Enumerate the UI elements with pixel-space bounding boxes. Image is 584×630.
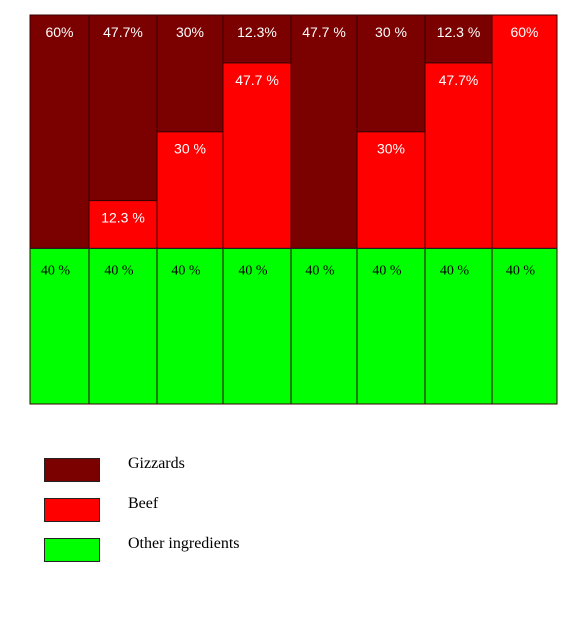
- legend-label-gizzards: Gizzards: [128, 455, 185, 472]
- data-label-other-ingredients-7: 40 %: [440, 263, 470, 278]
- data-label-other-ingredients-4: 40 %: [238, 263, 268, 278]
- data-label-gizzards-6: 30 %: [375, 24, 407, 40]
- data-label-beef-2: 12.3 %: [101, 210, 145, 226]
- data-label-gizzards-3: 30%: [176, 24, 204, 40]
- bar-segment-gizzards-3: [156, 14, 224, 133]
- data-label-gizzards-5: 47.7 %: [302, 24, 346, 40]
- bar-segment-gizzards-7: [424, 14, 493, 64]
- bar-segment-other-ingredients-4: [222, 247, 292, 405]
- bar-segment-beef-7: [424, 62, 493, 249]
- bar-segment-gizzards-4: [222, 14, 292, 64]
- data-label-gizzards-2: 47.7%: [103, 24, 143, 40]
- data-label-beef-6: 30%: [377, 141, 405, 157]
- legend-swatch-other-ingredients: [44, 538, 100, 562]
- bar-segment-other-ingredients-2: [88, 247, 158, 405]
- legend-label-other-ingredients: Other ingredients: [128, 535, 240, 552]
- bar-segment-beef-3: [156, 131, 224, 249]
- bar-segment-other-ingredients-1: [29, 247, 90, 405]
- data-label-beef-7: 47.7%: [439, 72, 479, 88]
- bar-segment-other-ingredients-3: [156, 247, 224, 405]
- bar-segment-other-ingredients-7: [424, 247, 493, 405]
- data-label-other-ingredients-2: 40 %: [104, 263, 134, 278]
- bar-segment-gizzards-2: [88, 14, 158, 202]
- bar-segment-gizzards-5: [290, 14, 358, 249]
- data-label-beef-8: 60%: [510, 24, 538, 40]
- data-label-other-ingredients-5: 40 %: [305, 263, 335, 278]
- legend-swatch-beef: [44, 498, 100, 522]
- data-label-beef-3: 30 %: [174, 141, 206, 157]
- data-label-other-ingredients-8: 40 %: [506, 263, 536, 278]
- data-label-other-ingredients-6: 40 %: [372, 263, 402, 278]
- bar-segment-gizzards-1: [29, 14, 90, 249]
- data-label-other-ingredients-1: 40 %: [41, 263, 71, 278]
- data-label-gizzards-7: 12.3 %: [437, 24, 481, 40]
- stacked-bar-chart: 40 % 60% 40 % 12.3 % 47.7% 40 % 30 % 30% 40 % 47.…: [29, 14, 558, 405]
- bar-segment-beef-4: [222, 62, 292, 249]
- legend-label-beef: Beef: [128, 495, 159, 512]
- bar-segment-beef-8: [491, 14, 558, 249]
- bar-segment-gizzards-6: [356, 14, 426, 133]
- bar-segment-other-ingredients-8: [491, 247, 558, 405]
- data-label-other-ingredients-3: 40 %: [171, 263, 201, 278]
- data-label-beef-4: 47.7 %: [235, 72, 279, 88]
- legend-swatch-gizzards: [44, 458, 100, 482]
- bar-segment-other-ingredients-6: [356, 247, 426, 405]
- data-label-gizzards-1: 60%: [45, 24, 73, 40]
- bar-segment-other-ingredients-5: [290, 247, 358, 405]
- data-label-gizzards-4: 12.3%: [237, 24, 277, 40]
